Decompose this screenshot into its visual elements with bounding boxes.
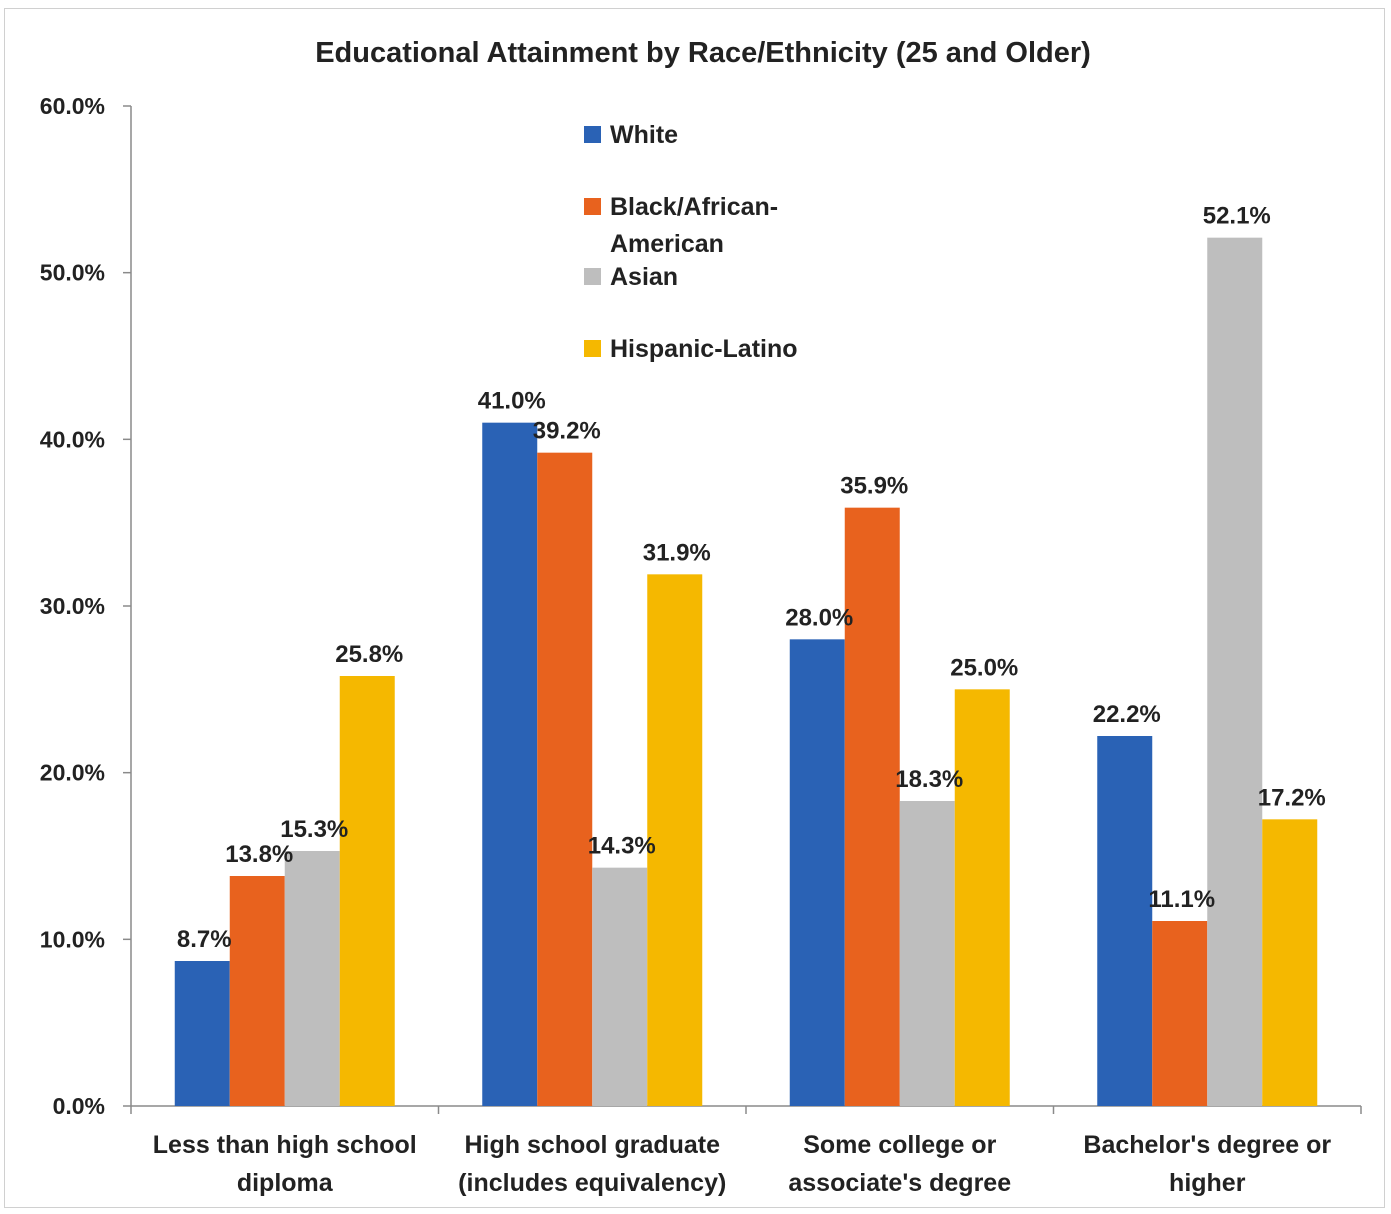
x-tick-label: (includes equivalency): [458, 1169, 726, 1197]
y-tick-label: 10.0%: [40, 926, 105, 952]
legend-swatch: [584, 198, 601, 215]
bars: [174, 237, 1318, 1107]
x-tick-label: associate's degree: [788, 1169, 1011, 1197]
data-label: 18.3%: [895, 766, 963, 793]
bar: [789, 639, 845, 1106]
data-label: 39.2%: [533, 418, 601, 445]
legend-label: White: [610, 121, 678, 149]
bar: [1207, 237, 1263, 1106]
data-label: 25.0%: [950, 654, 1018, 681]
x-tick-label: High school graduate: [464, 1131, 720, 1159]
bar: [844, 507, 900, 1107]
x-tick-label: higher: [1169, 1169, 1246, 1197]
x-tick-label: Less than high school: [153, 1131, 417, 1159]
bar: [592, 867, 648, 1106]
x-tick-label: Some college or: [803, 1131, 996, 1159]
data-label: 41.0%: [478, 388, 546, 415]
bar: [1152, 921, 1208, 1106]
legend-label: Asian: [610, 263, 678, 291]
x-tick-label: Bachelor's degree or: [1083, 1131, 1331, 1159]
data-label: 31.9%: [643, 539, 711, 566]
bar: [954, 689, 1010, 1106]
bar: [1097, 736, 1153, 1106]
x-tick-label: diploma: [237, 1169, 334, 1197]
bar: [482, 422, 538, 1107]
legend-swatch: [584, 268, 601, 285]
bar: [284, 851, 340, 1106]
y-tick-label: 30.0%: [40, 593, 105, 619]
data-label: 25.8%: [335, 641, 403, 668]
data-label: 17.2%: [1258, 784, 1326, 811]
y-tick-label: 0.0%: [53, 1093, 105, 1119]
legend-swatch: [584, 340, 601, 357]
y-tick-label: 50.0%: [40, 260, 105, 286]
chart-title: Educational Attainment by Race/Ethnicity…: [315, 37, 1091, 69]
y-tick-label: 40.0%: [40, 426, 105, 452]
bar: [229, 876, 285, 1106]
axes: 0.0% 10.0% 20.0% 30.0% 40.0% 50.0% 60.0% Less t…: [40, 93, 1362, 1197]
y-tick-label: 60.0%: [40, 93, 105, 119]
data-label: 52.1%: [1203, 203, 1271, 230]
legend-swatch: [584, 126, 601, 143]
legend: White Black/African- American Asian Hispanic…: [584, 121, 798, 363]
data-label: 11.1%: [1148, 886, 1215, 913]
y-tick-label: 20.0%: [40, 760, 105, 786]
legend-label: Hispanic-Latino: [610, 335, 798, 363]
data-label: 8.7%: [177, 926, 232, 953]
data-label: 14.3%: [588, 833, 656, 860]
bar: [339, 676, 395, 1106]
bar: [174, 961, 230, 1106]
data-label: 28.0%: [785, 604, 853, 631]
data-label: 13.8%: [225, 841, 293, 868]
data-label: 35.9%: [840, 473, 908, 500]
legend-label: Black/African-: [610, 193, 778, 221]
bar: [537, 452, 593, 1107]
data-label: 22.2%: [1093, 701, 1161, 728]
data-label: 15.3%: [280, 816, 348, 843]
bar: [647, 574, 703, 1106]
legend-label: American: [610, 230, 724, 258]
bar: [899, 801, 955, 1106]
bar: [1262, 819, 1318, 1106]
data-labels: 8.7% 13.8%15.3% 25.8% 41.0% 39.2% 14.3% 31.9% 2…: [177, 203, 1326, 953]
